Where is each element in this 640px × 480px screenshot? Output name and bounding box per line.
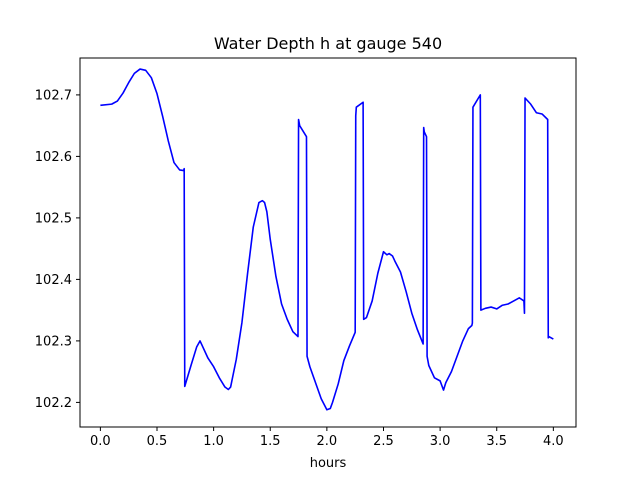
y-tick-label: 102.6: [35, 150, 72, 165]
x-tick-label: 0.0: [90, 434, 111, 449]
series-line-0: [100, 68, 554, 411]
x-tick-label: 3.0: [430, 434, 451, 449]
x-tick-label: 1.0: [203, 434, 224, 449]
y-tick-label: 102.5: [35, 211, 72, 226]
y-tick-label: 102.2: [35, 396, 72, 411]
y-axis-ticks: 102.2 102.3 102.4 102.5 102.6 102.7: [35, 88, 80, 411]
x-tick-label: 1.5: [260, 434, 281, 449]
x-tick-label: 4.0: [543, 434, 564, 449]
y-tick-label: 102.7: [35, 88, 72, 103]
x-axis-ticks: 0.0 0.5 1.0 1.5 2.0 2.5 3.0 3.5 4.0: [90, 427, 564, 449]
x-tick-label: 2.0: [317, 434, 338, 449]
x-axis-label: hours: [310, 456, 347, 471]
y-tick-label: 102.4: [35, 273, 72, 288]
plot-area: [100, 68, 554, 411]
x-tick-label: 3.5: [486, 434, 507, 449]
y-tick-label: 102.3: [35, 334, 72, 349]
plot-frame: [79, 57, 577, 428]
chart-title: Water Depth h at gauge 540: [214, 34, 442, 53]
x-tick-label: 0.5: [147, 434, 168, 449]
x-tick-label: 2.5: [373, 434, 394, 449]
